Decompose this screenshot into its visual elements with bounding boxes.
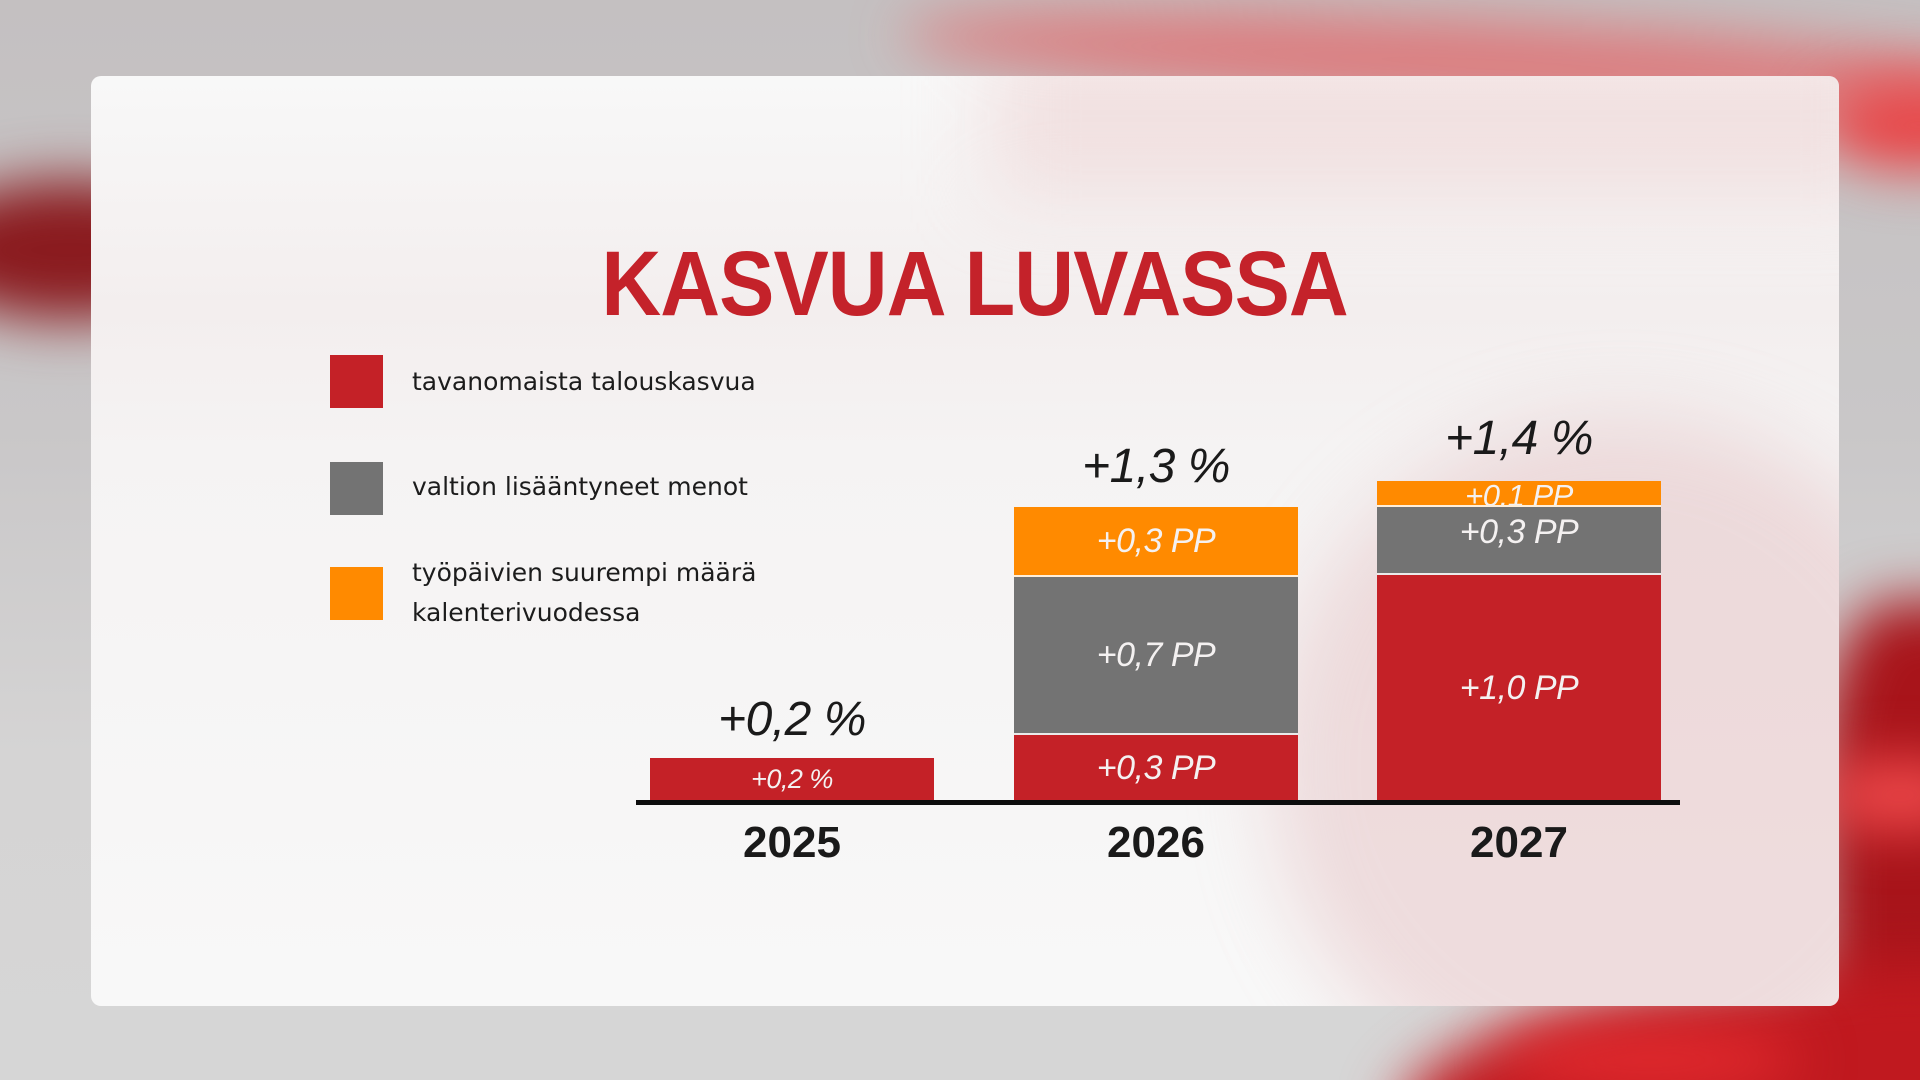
legend-label: työpäivien suurempi määrä kalenterivuode…	[412, 558, 757, 627]
bar-total-label-2026: +1,3 %	[1082, 440, 1230, 493]
bar-segment-government-spending[interactable]: +0,7 PP	[1014, 577, 1298, 735]
legend-item-working-days: työpäivien suurempi määrä kalenterivuode…	[330, 558, 792, 633]
x-axis-label-2027: 2027	[1470, 818, 1568, 867]
legend-swatch-gray	[330, 462, 383, 515]
bar-2026[interactable]: +0,3 PP +0,7 PP +0,3 PP	[1014, 507, 1298, 801]
background-blur-shape	[1500, 1030, 1800, 1080]
legend-swatch-red	[330, 355, 383, 408]
legend-label: tavanomaista talouskasvua	[412, 367, 756, 396]
bar-segment-government-spending[interactable]: +0,3 PP	[1377, 507, 1661, 575]
card-tint	[991, 76, 1839, 196]
bar-total-label-2025: +0,2 %	[718, 693, 866, 746]
x-axis-label-2025: 2025	[743, 818, 841, 867]
bar-segment-regular-growth[interactable]: +0,2 %	[650, 758, 934, 800]
bar-segment-working-days[interactable]: +0,1 PP	[1377, 481, 1661, 507]
bar-segment-working-days[interactable]: +0,3 PP	[1014, 507, 1298, 577]
bar-segment-regular-growth[interactable]: +1,0 PP	[1377, 575, 1661, 801]
bar-segment-regular-growth[interactable]: +0,3 PP	[1014, 735, 1298, 801]
bar-2027[interactable]: +1,0 PP +0,3 PP +0,1 PP	[1377, 481, 1661, 801]
bar-total-label-2027: +1,4 %	[1445, 412, 1593, 465]
legend-item-government-spending: valtion lisääntyneet menot	[330, 462, 792, 515]
legend-swatch-orange	[330, 567, 383, 620]
legend-item-regular-growth: tavanomaista talouskasvua	[330, 355, 792, 408]
chart-title: KASVUA LUVASSA	[601, 233, 1348, 335]
x-axis-line	[636, 800, 1680, 805]
x-axis-label-2026: 2026	[1107, 818, 1205, 867]
chart-card: KASVUA LUVASSA tavanomaista talouskasvua…	[91, 76, 1839, 1006]
legend-label: valtion lisääntyneet menot	[412, 472, 748, 501]
bar-2025[interactable]: +0,2 %	[650, 758, 934, 800]
